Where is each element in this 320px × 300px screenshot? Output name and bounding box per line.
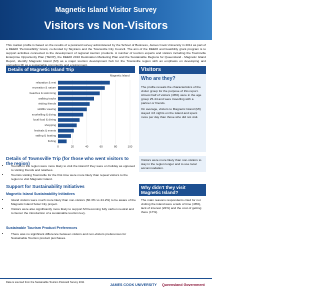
why-text: The main reasons respondents cited for n…: [141, 198, 202, 214]
x-tick-label: 40: [85, 145, 89, 149]
paragraph: On average, visitors to Magnetic Island …: [141, 107, 201, 119]
y-tick-label: local food & dining: [33, 118, 56, 122]
intro: This market profile is based on the resu…: [6, 43, 206, 67]
bar: [58, 128, 74, 133]
y-tick-label: festivals & events: [34, 128, 56, 132]
x-tick-label: 100: [128, 145, 133, 149]
townsville-heading: Details of Townsville Trip (for those wh…: [6, 156, 129, 166]
why-heading: Why didn't they visit Magnetic Island?: [139, 184, 206, 196]
footer-note: Data is sourced from the Sustainable Tou…: [6, 281, 85, 284]
header-band: [0, 0, 212, 40]
x-tick-label: 80: [114, 145, 118, 149]
bar: [58, 134, 71, 138]
page: {"header": {"title": "Magnetic Island Vi…: [0, 0, 212, 300]
support-sub: Sustainable Tourism Product Preferences: [6, 226, 78, 230]
visitors-label: Visitors: [139, 66, 206, 74]
bar: [58, 107, 87, 112]
support-bullets: There was no significant difference betw…: [6, 232, 137, 241]
section-heading: Details of Magnetic Island Trip: [6, 66, 135, 73]
y-tick-label: relaxation & rest: [36, 80, 56, 84]
chart: Magnetic Island 0 20 40 60 80 100 relaxation & …: [30, 74, 133, 149]
support-bullets: Island visitors were much more likely th…: [6, 198, 137, 216]
y-tick-label: beaches & swimming: [30, 91, 57, 95]
legend-entry: Magnetic Island: [110, 74, 130, 78]
bullet: There was no significant difference betw…: [11, 232, 137, 240]
bar: [58, 102, 90, 106]
y-tick-label: snorkelling & diving: [32, 112, 57, 116]
bullet: Tourists in the region were more likely …: [11, 164, 137, 172]
header-title: Magnetic Island Visitor Survey: [55, 7, 157, 14]
footer-rule: [0, 278, 212, 279]
logo: Queensland Government: [162, 283, 205, 287]
bullet: Visitors were also significantly more li…: [11, 207, 137, 215]
bar: [58, 91, 100, 96]
bar: [58, 86, 105, 90]
bar: [58, 123, 77, 128]
y-tick-label: recreation & nature: [32, 86, 56, 90]
y-tick-label: wildlife viewing: [38, 107, 57, 111]
y-tick-label: sailing & boating: [35, 134, 56, 138]
x-tick-label: 60: [100, 145, 104, 149]
visitors-heading: Who are they?: [141, 76, 176, 82]
bar: [58, 80, 110, 85]
bar: [58, 118, 80, 122]
bar: [58, 139, 67, 144]
bar: [58, 96, 94, 101]
paragraph: The profile reveals the characteristics …: [141, 85, 202, 105]
townsville-bullets: Tourists in the region were more likely …: [6, 164, 137, 182]
y-tick-label: walking tracks: [38, 96, 56, 100]
bullet: Tourists visiting Townsville for the fir…: [11, 173, 137, 181]
support-sub: Magnetic Island Sustainability Initiativ…: [6, 192, 75, 196]
bar: [58, 112, 84, 117]
header-subtitle: Visitors vs Non-Visitors: [44, 20, 168, 32]
visitors-text: The profile reveals the characteristics …: [141, 85, 204, 119]
y-tick-label: fishing: [48, 139, 57, 143]
x-tick-label: 0: [57, 145, 59, 149]
bullet: Island visitors were much more likely th…: [11, 198, 137, 206]
y-tick-label: shopping: [45, 123, 57, 127]
support-heading: Support for Sustainability Initiatives: [6, 184, 85, 189]
logo: JAMES COOK UNIVERSITY: [110, 283, 157, 287]
side-panel: [139, 66, 206, 152]
townsville-side: Visitors were more likely than non-visit…: [139, 156, 206, 172]
y-tick-label: visiting friends: [38, 102, 56, 106]
x-tick-label: 20: [71, 145, 75, 149]
